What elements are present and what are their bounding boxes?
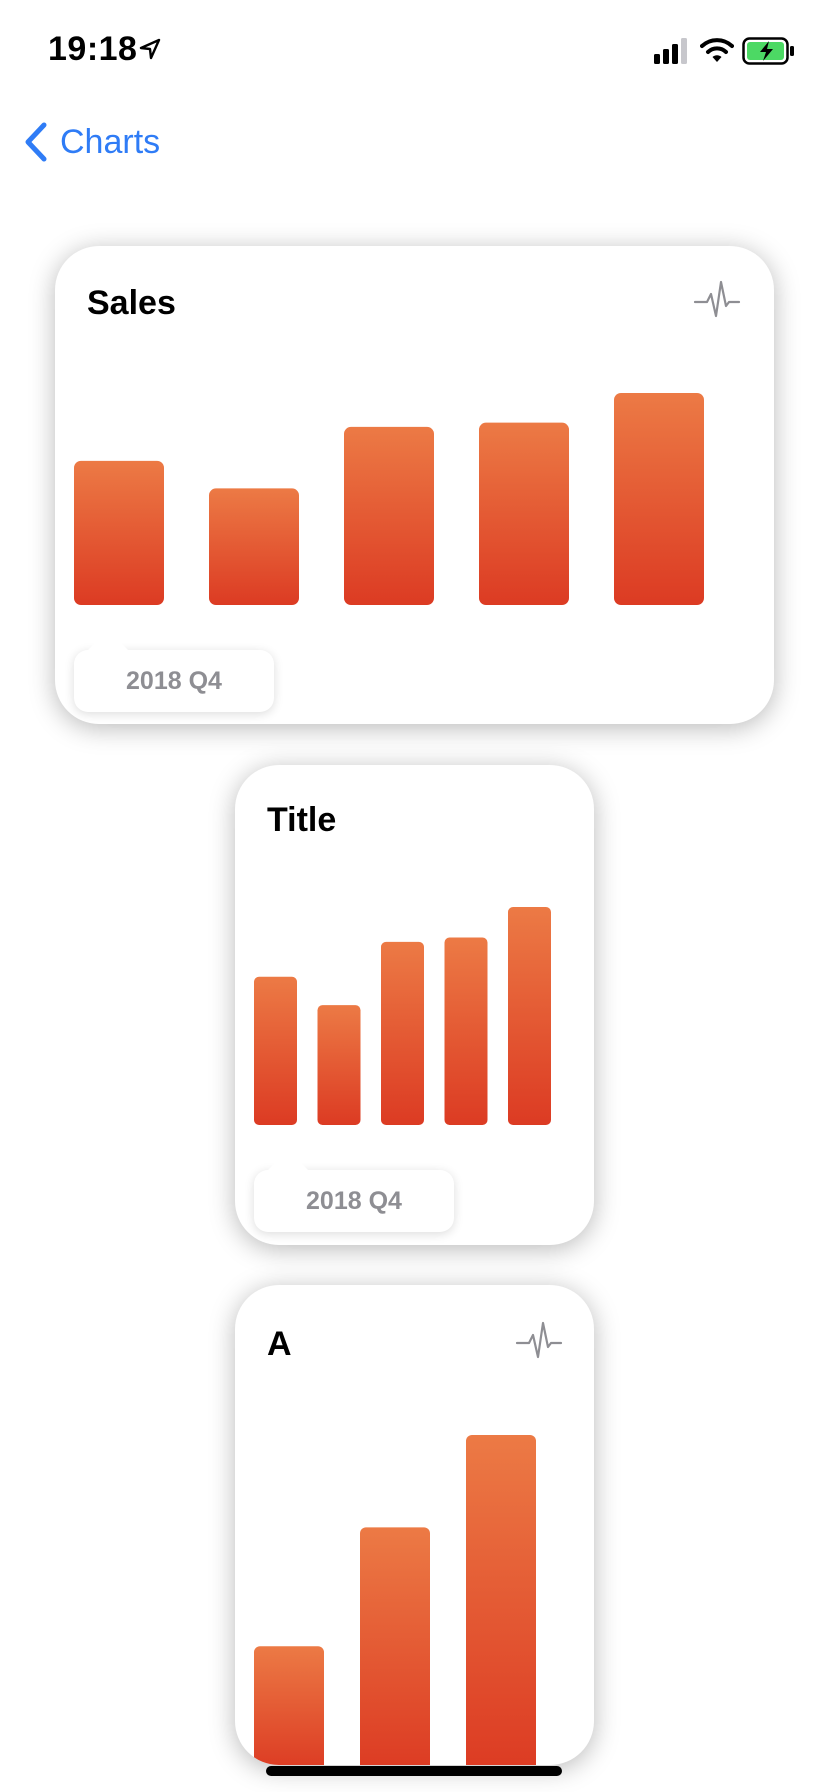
tooltip-label: 2018 Q4 [126,667,222,695]
bar[interactable] [254,976,297,1125]
location-arrow-icon [139,38,161,60]
bar-chart [254,1435,536,1765]
bar[interactable] [74,460,164,605]
tooltip: 2018 Q4 [74,630,274,712]
back-button-label: Charts [60,122,161,161]
bar[interactable] [479,422,569,605]
status-time: 19:18 [48,30,138,68]
bar[interactable] [466,1435,536,1765]
chart-card-title[interactable]: Title 2018 Q4 [235,765,594,1245]
card-title: Title [267,801,337,839]
bar-chart [254,907,551,1125]
chevron-left-icon [25,122,47,162]
bar[interactable] [317,1005,361,1125]
bar[interactable] [360,1527,430,1765]
home-indicator [266,1766,562,1776]
bar[interactable] [381,941,424,1125]
bar[interactable] [614,393,704,605]
chart-card-sales[interactable]: Sales 2018 Q4 [55,246,774,724]
status-bar: 19:18 [0,0,828,100]
chart-card-a[interactable]: A [235,1285,594,1765]
cellular-signal-icon [654,38,687,64]
bar[interactable] [209,488,299,605]
battery-charging-icon [742,37,794,65]
bar[interactable] [508,907,551,1125]
bar[interactable] [254,1646,324,1765]
tooltip: 2018 Q4 [254,1150,454,1232]
wifi-icon [700,38,734,62]
card-title: A [267,1325,292,1363]
bar[interactable] [444,937,488,1125]
back-button[interactable]: Charts [22,118,160,166]
pulse-icon[interactable] [693,278,741,326]
bar-chart [74,393,704,605]
bar[interactable] [344,426,434,605]
pulse-icon[interactable] [515,1319,563,1367]
tooltip-label: 2018 Q4 [306,1187,402,1215]
card-title: Sales [87,284,176,322]
